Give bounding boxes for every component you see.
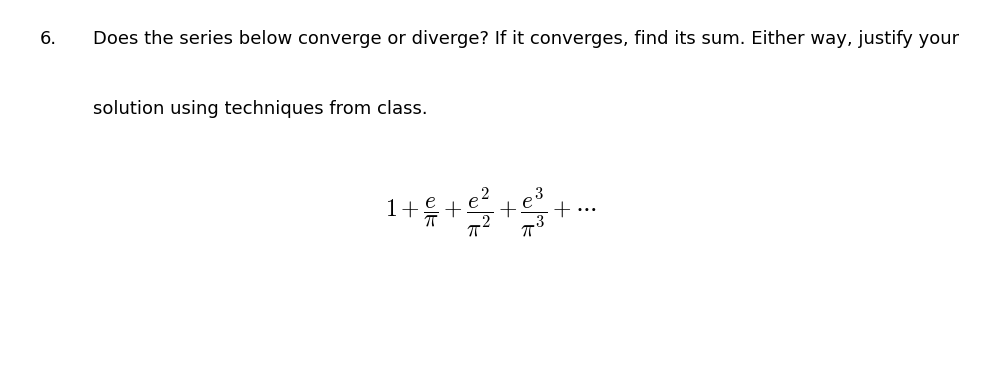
Text: solution using techniques from class.: solution using techniques from class. [93, 100, 428, 118]
Text: $1 + \dfrac{e}{\pi} + \dfrac{e^2}{\pi^2} + \dfrac{e^3}{\pi^3} + \cdots$: $1 + \dfrac{e}{\pi} + \dfrac{e^2}{\pi^2}… [385, 186, 597, 240]
Text: 6.: 6. [39, 30, 56, 48]
Text: Does the series below converge or diverge? If it converges, find its sum. Either: Does the series below converge or diverg… [93, 30, 959, 48]
